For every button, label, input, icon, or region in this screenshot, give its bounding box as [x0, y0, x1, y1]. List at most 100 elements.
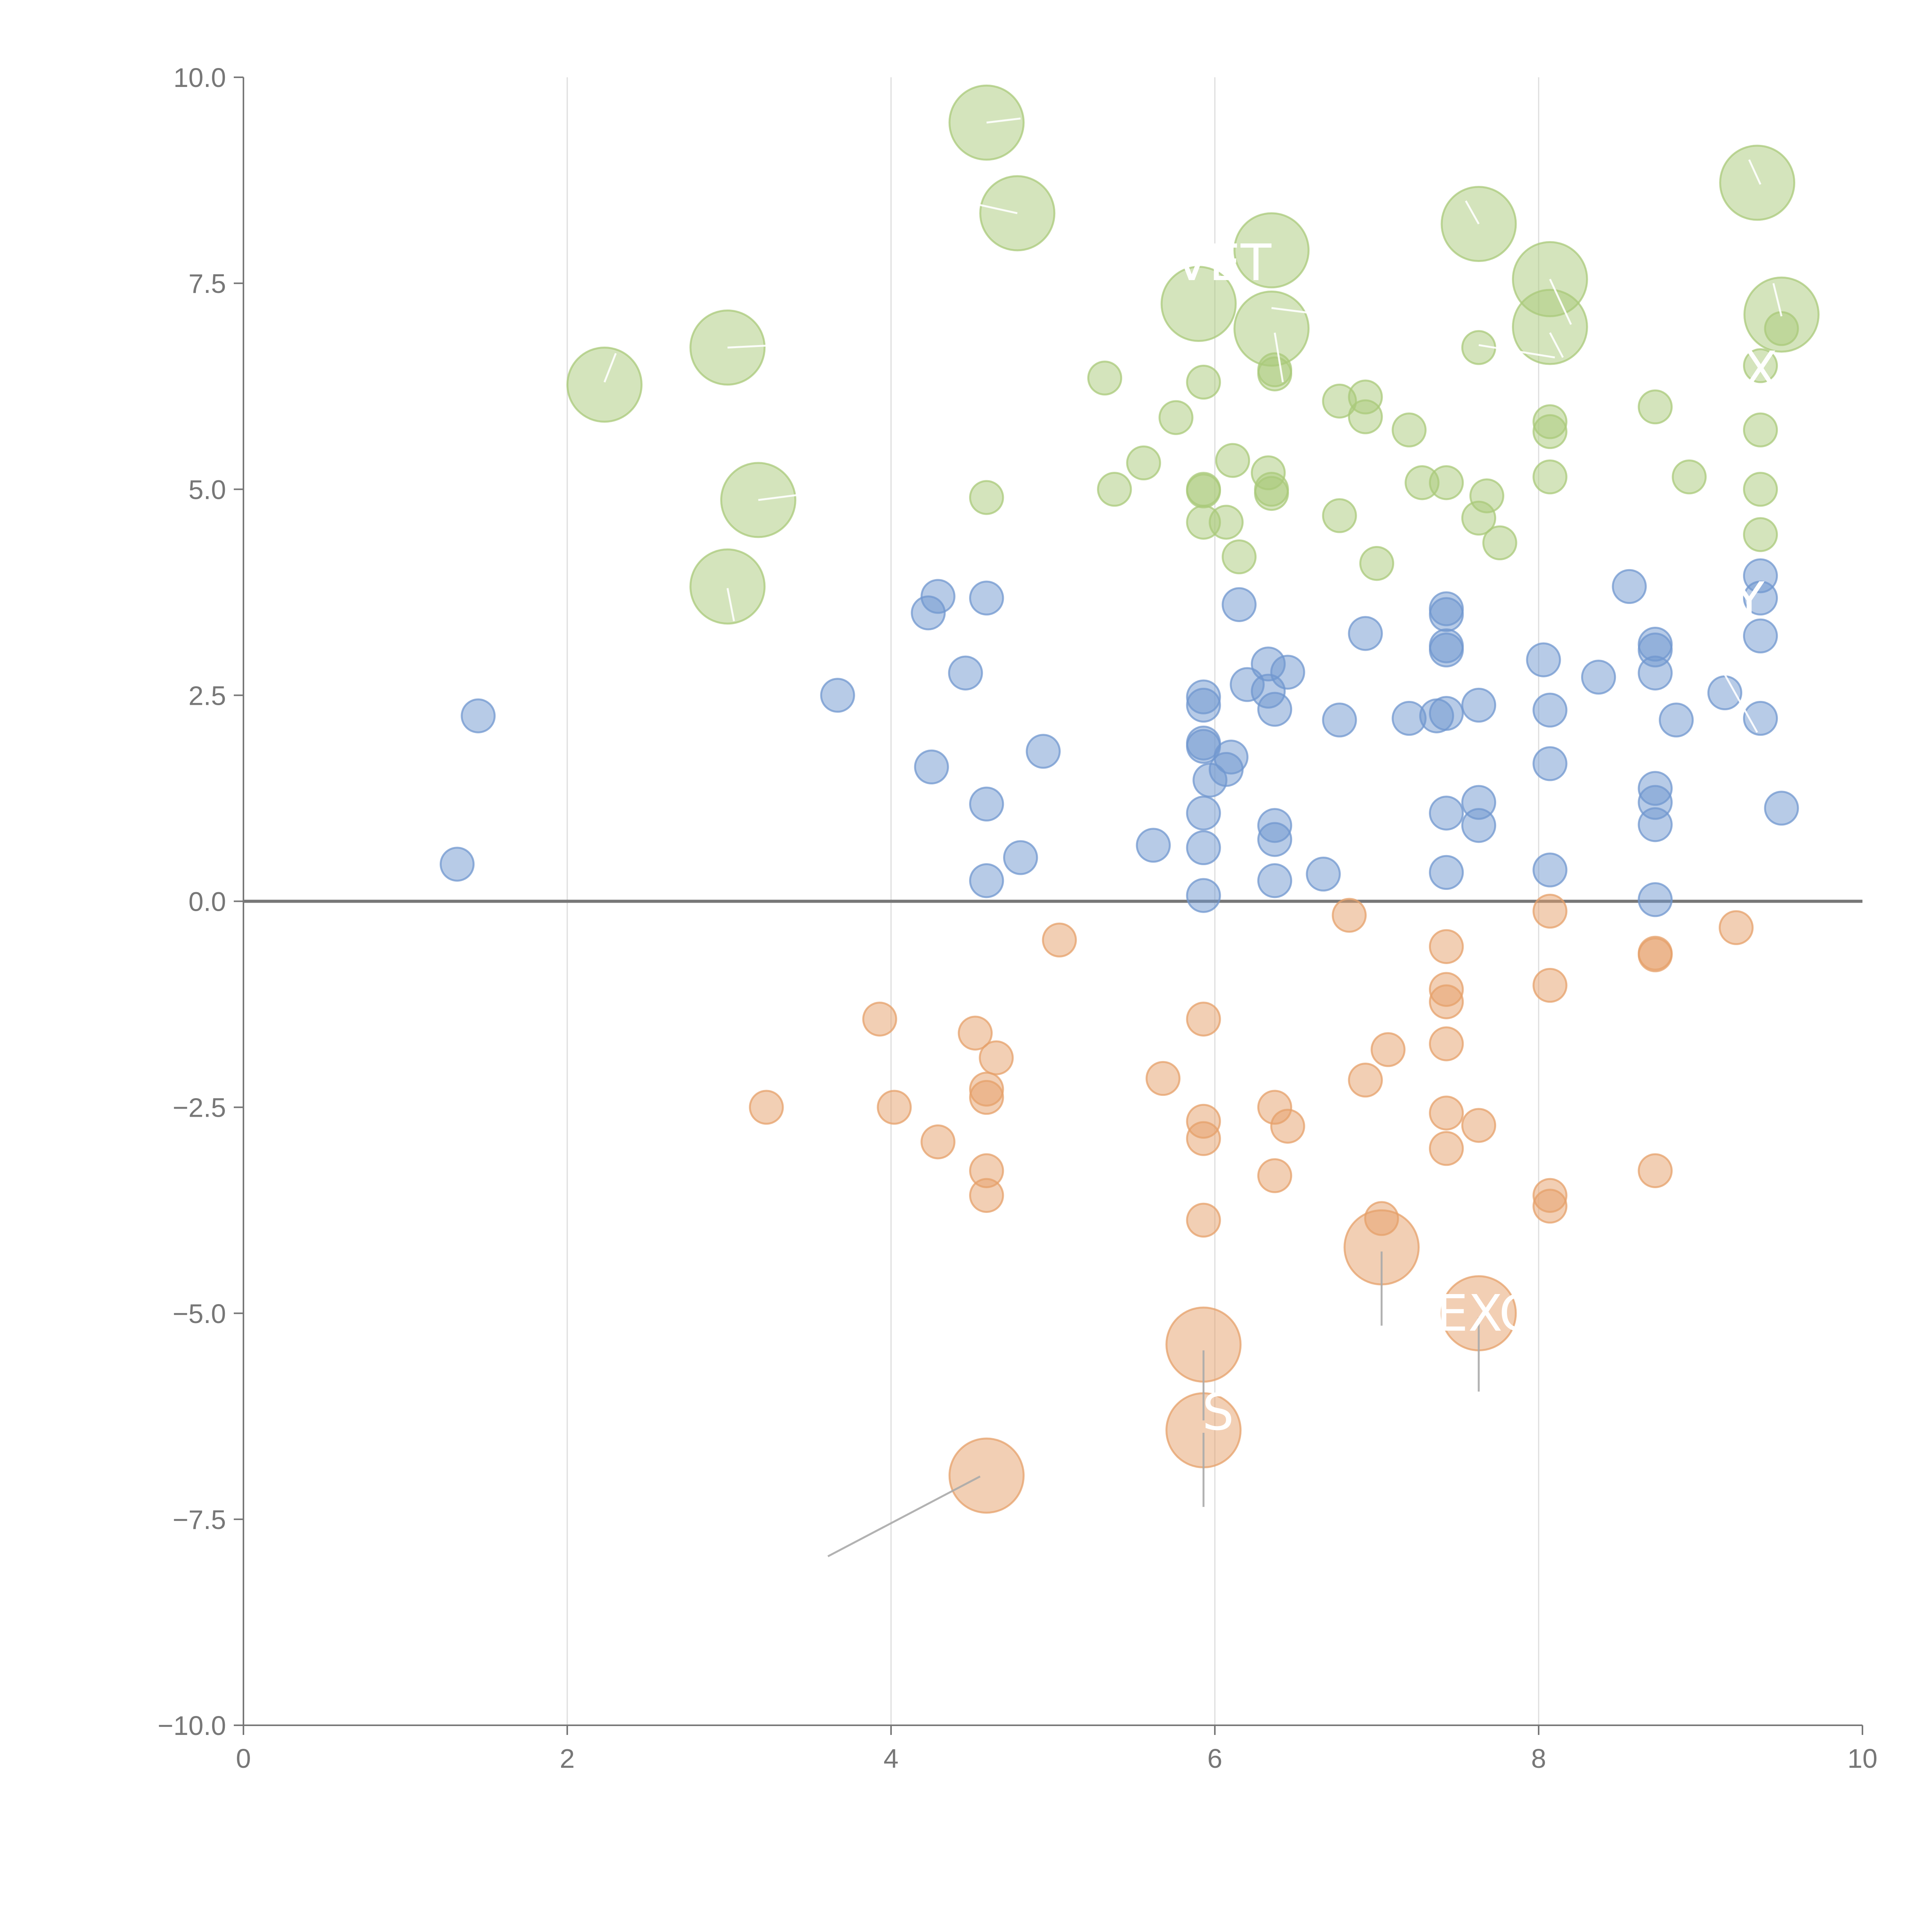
leader-line: [986, 117, 1021, 124]
leader-line: [1549, 279, 1572, 325]
blue-point: [820, 678, 855, 713]
blue-point: [1764, 791, 1799, 826]
blue-point: [1429, 696, 1464, 731]
blue-point: [1612, 569, 1647, 604]
orange-point: [1348, 1063, 1383, 1098]
green-point: [1186, 473, 1221, 509]
orange-point: [1638, 1153, 1673, 1188]
blue-point: [1257, 692, 1293, 727]
blue-point: [1532, 692, 1568, 728]
leader-line: [604, 353, 617, 383]
orange-point: [1429, 1131, 1464, 1166]
orange-point: [948, 1437, 1025, 1514]
leader-line: [758, 492, 810, 501]
y-tick-label: −7.5: [173, 1505, 226, 1535]
orange-point: [1461, 1108, 1497, 1143]
blue-point: [1429, 855, 1464, 890]
blue-point: [1532, 852, 1568, 888]
leader-line: [1478, 344, 1555, 359]
blue-point: [1638, 655, 1673, 690]
data-points: [439, 84, 1820, 1514]
orange-point: [1532, 893, 1568, 929]
blue-point: [1429, 597, 1464, 632]
point-label: EXC: [1436, 1284, 1534, 1343]
blue-point: [1638, 807, 1673, 842]
blue-point: [1429, 632, 1464, 668]
orange-point: [1429, 1095, 1464, 1131]
orange-point: [969, 1178, 1004, 1213]
blue-point: [1306, 856, 1341, 892]
y-tick-label: −5.0: [173, 1299, 226, 1329]
green-point: [1322, 498, 1357, 533]
green-point: [1743, 412, 1778, 447]
orange-point: [1429, 929, 1464, 964]
green-point: [1160, 265, 1237, 342]
blue-point: [1461, 808, 1497, 843]
green-point: [1743, 472, 1778, 507]
green-point: [1087, 361, 1122, 396]
blue-point: [1186, 796, 1221, 831]
blue-point: [1026, 734, 1061, 769]
orange-point: [1719, 910, 1754, 945]
leader-line: [1549, 332, 1564, 358]
orange-point: [1257, 1158, 1293, 1193]
orange-point: [1186, 1002, 1221, 1037]
green-point: [1440, 186, 1517, 262]
orange-point: [1270, 1109, 1305, 1144]
orange-point: [862, 1002, 897, 1037]
orange-point: [979, 1040, 1014, 1075]
blue-point: [1526, 642, 1561, 677]
green-point: [689, 548, 766, 625]
blue-point: [1581, 660, 1616, 695]
blue-point: [1186, 878, 1221, 913]
orange-point: [1145, 1061, 1181, 1096]
orange-point: [877, 1090, 912, 1125]
green-point: [1348, 399, 1383, 434]
x-tick-label: 0: [236, 1743, 251, 1774]
blue-point: [1348, 616, 1383, 651]
green-point: [1764, 311, 1799, 346]
orange-point: [1532, 1189, 1568, 1224]
green-point: [566, 346, 643, 423]
blue-point: [1743, 701, 1778, 736]
leader-line: [827, 1475, 981, 1558]
blue-point: [969, 863, 1004, 898]
blue-point: [969, 580, 1004, 616]
green-point: [1512, 289, 1588, 365]
green-point: [1359, 546, 1395, 581]
blue-point: [1003, 840, 1038, 875]
blue-point: [1257, 822, 1293, 857]
green-point: [1532, 414, 1568, 449]
blue-point: [1209, 752, 1244, 787]
orange-point: [1532, 968, 1568, 1003]
green-point: [1672, 459, 1707, 495]
green-point: [1158, 400, 1194, 435]
x-tick-label: 2: [560, 1743, 575, 1774]
blue-point: [1221, 587, 1257, 622]
leader-line: [1274, 332, 1284, 383]
point-label: VET: [1175, 233, 1272, 292]
y-tick-label: 10.0: [173, 63, 226, 93]
tick-labels: 10.0 7.5 5.0 2.5 0.0 −2.5 −5.0 −7.5 −10.0 0 2 4 6 8 10: [158, 63, 1878, 1774]
orange-point: [1186, 1121, 1221, 1156]
orange-point: [1371, 1032, 1406, 1067]
green-point: [1461, 500, 1497, 536]
green-point: [1126, 445, 1161, 481]
x-tick-label: 8: [1531, 1743, 1546, 1774]
green-point: [1532, 459, 1568, 495]
orange-point: [969, 1080, 1004, 1115]
green-point: [1233, 212, 1310, 289]
green-point: [1186, 505, 1221, 540]
y-tick-label: 7.5: [189, 269, 226, 299]
blue-point: [461, 698, 496, 733]
orange-point: [1429, 1026, 1464, 1061]
green-point: [1743, 348, 1778, 383]
orange-point: [1638, 937, 1673, 973]
point-label: X: [1743, 340, 1777, 399]
leader-line: [1772, 283, 1782, 317]
blue-point: [911, 595, 946, 631]
x-tick-label: 4: [884, 1743, 899, 1774]
blue-point: [1186, 687, 1221, 723]
green-point: [1429, 465, 1464, 500]
